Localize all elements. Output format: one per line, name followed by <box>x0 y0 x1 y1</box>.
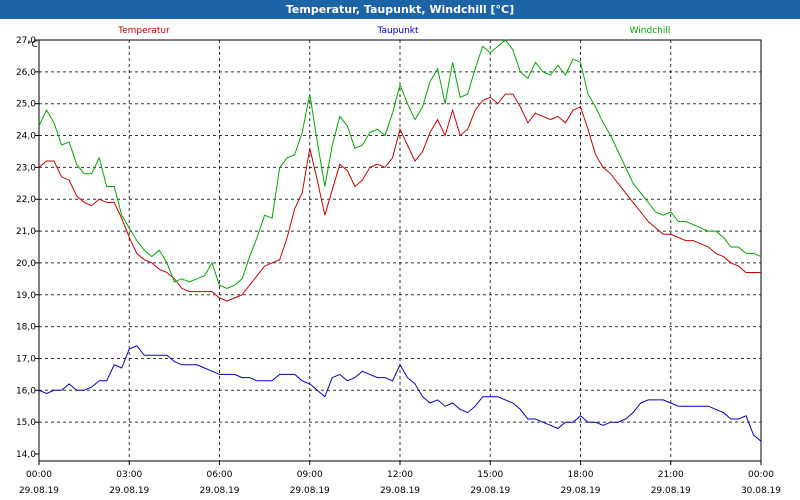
labels-layer: 27,0 26,0 25,0 24,0 23,0 22,0 21,0 20,0 19,0 18,0… <box>16 26 781 496</box>
legend-label-taupunkt: Taupunkt <box>376 26 419 36</box>
x-tick-time: 15:00 <box>477 470 503 480</box>
y-axis-unit: °C <box>27 40 38 50</box>
y-tick-label: 14,0 <box>16 450 36 460</box>
y-tick-label: 23,0 <box>16 163 36 173</box>
axes-layer <box>35 39 762 465</box>
x-tick-date: 30.08.19 <box>741 486 781 496</box>
title-bar: Temperatur, Taupunkt, Windchill [°C] <box>0 0 800 19</box>
y-tick-label: 24,0 <box>16 132 36 142</box>
series-line-windchill <box>38 39 762 289</box>
x-tick-date: 29.08.19 <box>290 486 330 496</box>
grid-layer <box>39 40 761 461</box>
x-tick-time: 09:00 <box>297 470 323 480</box>
y-tick-label: 26,0 <box>16 68 36 78</box>
x-tick-date: 29.08.19 <box>651 486 691 496</box>
x-tick-time: 21:00 <box>658 470 684 480</box>
x-tick-date: 29.08.19 <box>199 486 239 496</box>
y-tick-label: 27,0 <box>16 36 36 46</box>
y-tick-label: 15,0 <box>16 418 36 428</box>
x-tick-time: 00:00 <box>26 470 52 480</box>
x-tick-date: 29.08.19 <box>560 486 600 496</box>
line-chart: 27,0 26,0 25,0 24,0 23,0 22,0 21,0 20,0 19,0 18,0… <box>16 26 781 496</box>
x-tick-date: 29.08.19 <box>470 486 510 496</box>
y-tick-label: 16,0 <box>16 386 36 396</box>
y-tick-label: 20,0 <box>16 259 36 269</box>
y-tick-label: 17,0 <box>16 354 36 364</box>
x-tick-date: 29.08.19 <box>109 486 149 496</box>
x-tick-time: 18:00 <box>568 470 594 480</box>
y-tick-label: 19,0 <box>16 291 36 301</box>
series-layer <box>38 39 762 442</box>
chart-area: 27,0 26,0 25,0 24,0 23,0 22,0 21,0 20,0 19,0 18,0… <box>0 19 800 500</box>
x-tick-time: 12:00 <box>387 470 413 480</box>
x-tick-date: 29.08.19 <box>380 486 420 496</box>
x-tick-time: 03:00 <box>116 470 142 480</box>
x-tick-date: 29.08.19 <box>19 486 59 496</box>
y-tick-label: 25,0 <box>16 100 36 110</box>
series-line-taupunkt <box>38 345 762 442</box>
x-tick-time: 06:00 <box>207 470 233 480</box>
legend-label-windchill: Windchill <box>630 26 671 36</box>
window-title: Temperatur, Taupunkt, Windchill [°C] <box>285 3 515 16</box>
y-tick-label: 22,0 <box>16 195 36 205</box>
series-line-temperatur <box>38 93 761 302</box>
y-tick-label: 21,0 <box>16 227 36 237</box>
x-tick-time: 00:00 <box>748 470 774 480</box>
legend-label-temperatur: Temperatur <box>117 26 170 36</box>
y-tick-label: 18,0 <box>16 323 36 333</box>
